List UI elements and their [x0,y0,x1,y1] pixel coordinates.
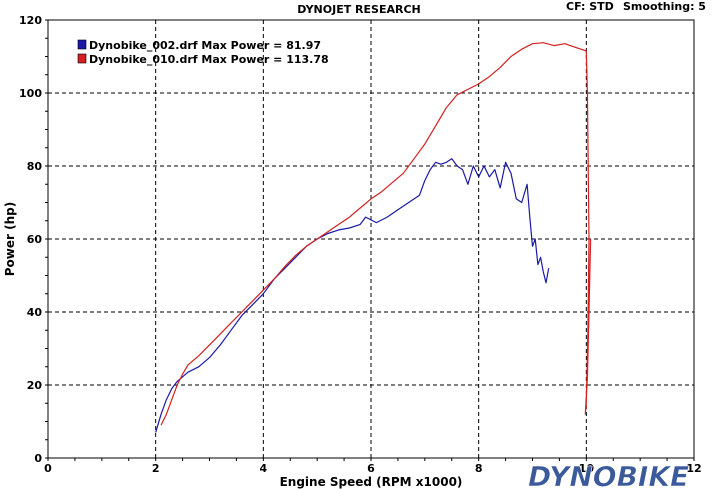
x-tick-label: 2 [152,462,160,475]
x-tick-label: 0 [44,462,52,475]
y-tick-label: 40 [27,306,43,319]
dynobike-logo: DYNOBIKE [528,460,689,489]
y-tick-label: 120 [19,14,42,27]
x-tick-label: 12 [686,462,701,475]
legend-swatch-red [77,53,87,64]
legend-entry-010: Dynobike_010.drf Max Power = 113.78 [89,53,329,66]
y-tick-label: 60 [27,233,43,246]
chart-title: DYNOJET RESEARCH [297,3,420,16]
legend: Dynobike_002.drf Max Power = 81.97 Dynob… [77,39,329,66]
x-tick-label: 6 [367,462,375,475]
grid-layer [48,20,694,458]
y-tick-label: 0 [34,452,42,465]
x-tick-label: 4 [260,462,268,475]
legend-entry-002: Dynobike_002.drf Max Power = 81.97 [89,39,321,52]
x-axis-label: Engine Speed (RPM x1000) [280,475,463,489]
y-axis-label: Power (hp) [3,202,17,276]
legend-swatch-blue [77,39,87,50]
series-line-0 [155,158,550,433]
smoothing-label: Smoothing: 5 [623,0,706,13]
cf-label: CF: STD [566,0,614,13]
x-tick-label: 8 [475,462,483,475]
y-tick-label: 20 [27,379,43,392]
y-tick-label: 100 [19,87,42,100]
x-tick-label: 10 [579,462,595,475]
series-layer [155,42,592,433]
y-tick-label: 80 [27,160,43,173]
series-line-1 [160,42,592,426]
